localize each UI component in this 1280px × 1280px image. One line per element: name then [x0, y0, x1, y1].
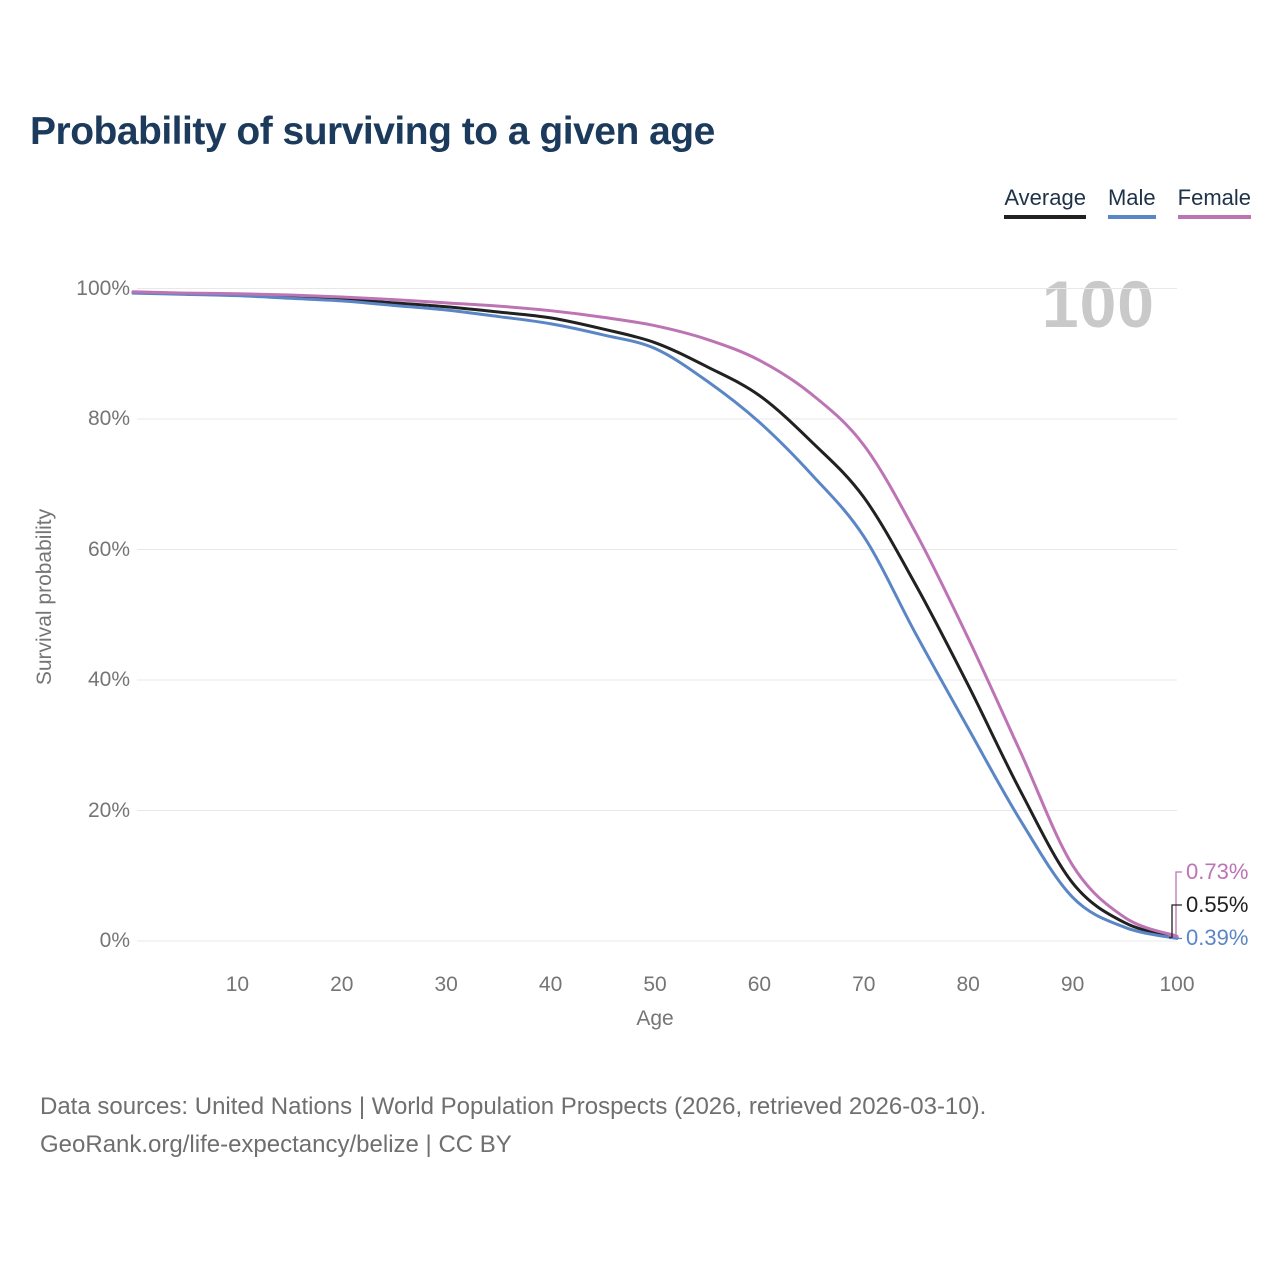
legend-label-male: Male: [1107, 185, 1156, 210]
y-tick-label: 20%: [87, 798, 130, 822]
footer: Data sources: United Nations | World Pop…: [40, 1088, 986, 1164]
page-title: Probability of surviving to a given age: [30, 110, 715, 153]
x-axis-title: Age: [636, 1007, 674, 1030]
attribution-line: GeoRank.org/life-expectancy/belize | CC …: [40, 1131, 512, 1158]
end-label-male: 0.39%: [1186, 925, 1249, 950]
x-tick-label: 80: [956, 973, 980, 996]
legend-label-average: Average: [1004, 185, 1086, 210]
legend-item-male[interactable]: Male: [1107, 185, 1156, 220]
y-tick-label: 100%: [76, 276, 130, 300]
x-tick-label: 100: [1159, 973, 1195, 996]
end-label-leader-female: [1169, 871, 1182, 937]
legend-label-female: Female: [1177, 185, 1251, 210]
x-tick-label: 60: [747, 973, 772, 996]
legend: Average Male Female: [1004, 185, 1251, 220]
x-tick-label: 10: [225, 973, 250, 996]
end-label-average: 0.55%: [1186, 892, 1249, 917]
data-source-line: Data sources: United Nations | World Pop…: [40, 1093, 987, 1120]
series-line-male: [131, 291, 1179, 940]
series-line-average: [131, 290, 1179, 939]
y-tick-label: 60%: [87, 537, 130, 561]
x-tick-label: 70: [852, 973, 876, 996]
series-line-female: [131, 290, 1179, 938]
x-tick-label: 50: [643, 973, 667, 996]
y-tick-label: 80%: [87, 407, 130, 430]
x-tick-label: 40: [538, 973, 563, 996]
x-tick-label: 20: [330, 973, 354, 996]
y-tick-label: 0%: [99, 929, 130, 952]
y-tick-label: 40%: [87, 668, 130, 691]
end-label-leader-average: [1169, 904, 1182, 939]
legend-item-female[interactable]: Female: [1177, 185, 1251, 220]
age-counter-watermark: 100: [1041, 267, 1155, 341]
x-tick-label: 30: [434, 973, 458, 996]
x-tick-label: 90: [1060, 973, 1085, 996]
legend-item-average[interactable]: Average: [1004, 185, 1086, 220]
y-axis-title: Survival probability: [33, 508, 56, 686]
end-label-female: 0.73%: [1186, 859, 1249, 884]
